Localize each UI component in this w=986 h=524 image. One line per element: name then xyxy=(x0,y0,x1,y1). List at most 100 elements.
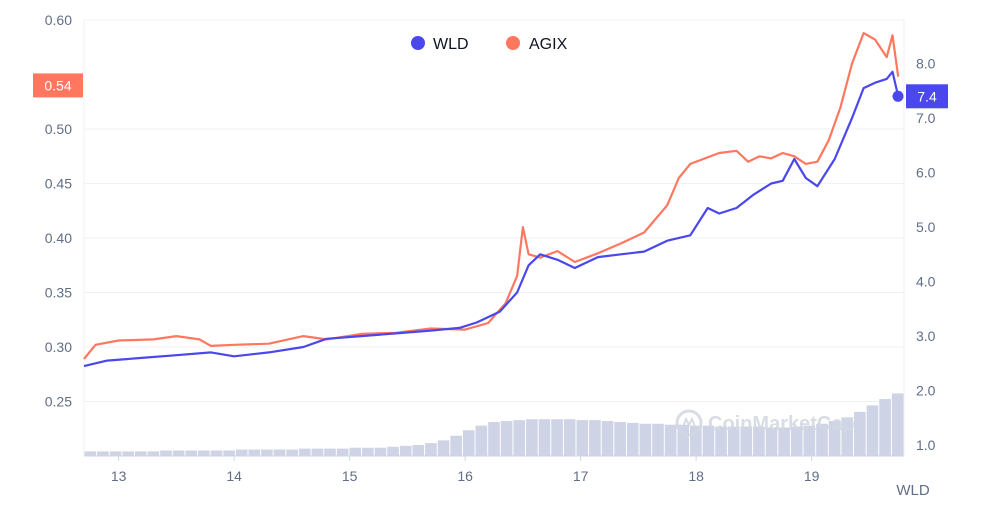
volume-bar xyxy=(261,449,273,456)
left-tick-label: 0.40 xyxy=(45,230,72,246)
volume-bar xyxy=(185,450,198,456)
volume-bar xyxy=(563,419,576,456)
volume-bar xyxy=(425,443,437,456)
right-tick-label: 1.0 xyxy=(916,437,936,453)
volume-bar xyxy=(147,451,160,456)
legend-agix-marker xyxy=(506,36,520,50)
right-tick-label: 8.0 xyxy=(916,56,936,72)
volume-bar xyxy=(626,422,639,456)
series-line-wld xyxy=(83,70,900,368)
volume-bar xyxy=(639,423,652,456)
coinmarketcap-logo-icon xyxy=(675,409,703,437)
volume-bar xyxy=(727,426,740,456)
volume-bar xyxy=(412,444,425,456)
volume-bar xyxy=(828,421,841,456)
volume-bar xyxy=(298,448,311,456)
x-tick-label: 13 xyxy=(111,468,127,484)
volume-bar xyxy=(160,450,172,456)
volume-bar xyxy=(399,445,412,456)
left-tick-label: 0.60 xyxy=(45,12,72,28)
volume-bar xyxy=(513,420,526,456)
right-tick-label: 2.0 xyxy=(916,383,936,399)
right-tick-label: 7.0 xyxy=(916,110,936,126)
right-current-value: 7.4 xyxy=(917,88,937,104)
legend-item-agix[interactable]: AGIX xyxy=(506,36,568,53)
left-current-tag: 0.54 xyxy=(33,73,83,98)
left-tick-label: 0.35 xyxy=(45,285,72,301)
grid-lines xyxy=(84,19,904,402)
volume-bar xyxy=(652,423,664,456)
volume-bar xyxy=(336,448,349,456)
volume-bar xyxy=(778,427,790,456)
x-tick-label: 14 xyxy=(226,468,242,484)
volume-bar xyxy=(122,451,134,456)
right-current-tag-bg xyxy=(906,84,948,109)
volume-bar xyxy=(879,398,891,456)
volume-bar xyxy=(450,435,462,456)
volume-bar xyxy=(526,419,538,456)
volume-bar xyxy=(286,449,298,456)
volume-bar xyxy=(500,421,513,456)
volume-bar xyxy=(84,451,97,456)
volume-bar xyxy=(677,424,690,456)
left-tick-label: 0.30 xyxy=(45,339,72,355)
volume-bar xyxy=(437,440,450,456)
wld-current-dot xyxy=(892,90,904,102)
volume-bar xyxy=(223,450,235,456)
volume-bars xyxy=(84,393,904,456)
right-axis-unit-label: WLD xyxy=(896,482,930,499)
volume-bar xyxy=(891,393,904,456)
x-tick-label: 17 xyxy=(573,468,589,484)
volume-bar xyxy=(740,426,753,456)
right-axis-ticks: 8.0 7.0 6.0 5.0 4.0 3.0 2.0 1.0 xyxy=(916,56,936,454)
legend[interactable]: WLD AGIX xyxy=(411,36,568,53)
x-tick-label: 16 xyxy=(457,468,473,484)
right-tick-label: 5.0 xyxy=(916,219,936,235)
volume-bar xyxy=(765,427,778,456)
watermark: CoinMarketCap xyxy=(675,409,855,437)
volume-bar xyxy=(816,423,828,456)
volume-bar xyxy=(576,420,589,456)
volume-bar xyxy=(715,426,727,456)
volume-bar xyxy=(248,449,261,456)
volume-bar xyxy=(790,426,803,456)
coinmarketcap-logo-mark xyxy=(682,416,696,428)
volume-bar xyxy=(311,448,324,456)
left-current-value: 0.54 xyxy=(44,77,71,93)
volume-bar xyxy=(109,451,122,456)
x-tick-label: 19 xyxy=(804,468,820,484)
right-current-tag: 7.4 xyxy=(892,84,948,109)
volume-bar xyxy=(134,451,147,456)
volume-bar xyxy=(854,411,866,456)
legend-wld-marker xyxy=(411,36,425,50)
left-current-tag-bg xyxy=(33,73,83,98)
legend-item-wld[interactable]: WLD xyxy=(411,36,469,53)
volume-bar xyxy=(273,449,286,456)
volume-bar xyxy=(235,449,248,456)
volume-bar xyxy=(362,447,374,456)
volume-bar xyxy=(488,421,500,456)
volume-bar xyxy=(172,450,185,456)
legend-agix-label: AGIX xyxy=(529,36,568,53)
volume-bar xyxy=(324,448,336,456)
volume-bar xyxy=(551,419,563,456)
volume-bar xyxy=(702,425,715,456)
volume-bar xyxy=(538,419,551,456)
series-lines xyxy=(83,31,900,368)
volume-bar xyxy=(690,425,702,456)
volume-bar xyxy=(841,417,854,456)
x-tick-label: 15 xyxy=(342,468,358,484)
volume-bar xyxy=(614,421,626,456)
volume-bar xyxy=(374,447,387,456)
volume-bar xyxy=(387,446,399,456)
left-axis-ticks: 0.60 0.50 0.45 0.40 0.35 0.30 0.25 xyxy=(45,12,72,410)
right-tick-label: 6.0 xyxy=(916,165,936,181)
volume-bar xyxy=(198,450,210,456)
volume-bar xyxy=(664,424,677,456)
x-axis-ticks: 13 14 15 16 17 18 19 xyxy=(111,456,820,484)
volume-bar xyxy=(866,405,879,456)
volume-bar xyxy=(462,430,475,456)
volume-bar xyxy=(475,425,488,456)
volume-bar xyxy=(589,420,601,456)
